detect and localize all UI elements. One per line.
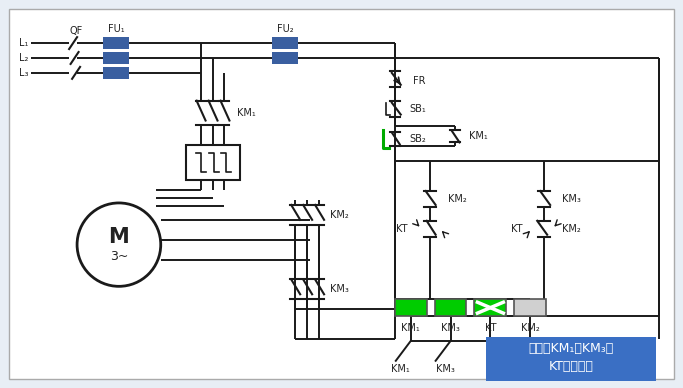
Text: KM₃: KM₃ [441,323,460,333]
Bar [186,146,240,180]
Bar [475,299,506,316]
Text: KM₂: KM₂ [447,194,466,204]
Text: KM₁: KM₁ [469,132,488,141]
Text: KT: KT [511,224,522,234]
Text: KM₂: KM₂ [562,224,581,234]
Text: KT: KT [485,364,496,374]
Text: 3~: 3~ [110,250,128,263]
Bar [273,52,298,64]
Bar [486,337,656,381]
Text: FR: FR [413,76,426,86]
Text: M: M [109,227,129,247]
Text: SB₁: SB₁ [410,104,426,114]
Bar [514,299,546,316]
Text: KT: KT [485,323,496,333]
Text: L₂: L₂ [19,53,29,63]
Text: KM₃: KM₃ [562,194,581,204]
Text: KM₃: KM₃ [330,284,349,294]
Bar [434,299,466,316]
Text: KM₁: KM₁ [391,364,410,374]
Text: KM₂: KM₂ [521,364,540,374]
Text: KM₂: KM₂ [330,210,349,220]
Text: 接触器KM₁、KM₃、: 接触器KM₁、KM₃、 [529,342,614,355]
Text: KM₂: KM₂ [521,323,540,333]
Text: KM₁: KM₁ [238,107,256,118]
Bar [395,299,427,316]
Text: KT线圈得电: KT线圈得电 [548,360,594,373]
Bar [103,37,129,49]
Bar [273,37,298,49]
Bar [103,52,129,64]
Text: KM₃: KM₃ [436,364,455,374]
Text: L₁: L₁ [19,38,29,48]
Text: QF: QF [70,26,83,36]
Text: FU₂: FU₂ [277,24,294,34]
Text: L₃: L₃ [19,68,29,78]
Text: KT: KT [396,224,408,234]
Bar [103,67,129,79]
Text: KM₁: KM₁ [402,323,420,333]
Text: FU₁: FU₁ [108,24,124,34]
Text: SB₂: SB₂ [410,134,426,144]
